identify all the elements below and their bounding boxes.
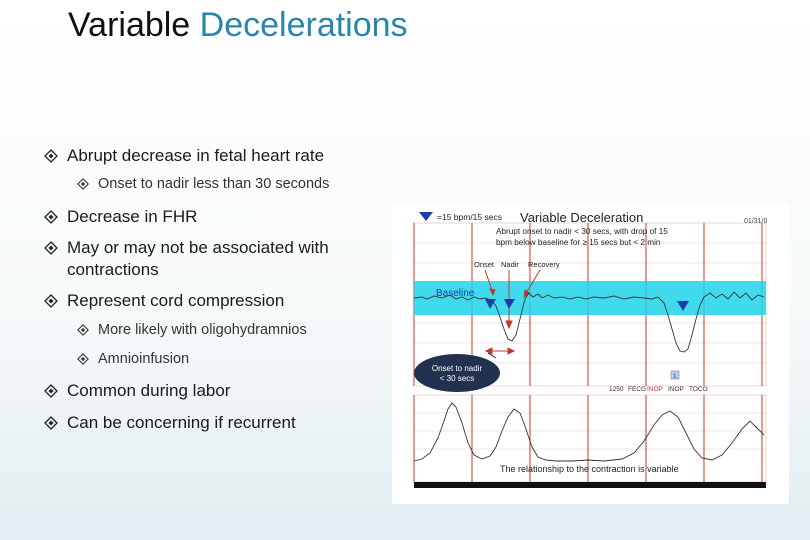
callout-line-2: < 30 secs [440, 374, 474, 383]
bullet-text: Onset to nadir less than 30 seconds [98, 176, 330, 192]
diamond-bullet-icon [44, 241, 58, 255]
label-arrows [484, 269, 541, 330]
strip-bottom-bar [414, 482, 766, 488]
title-part-2: Decelerations [199, 6, 408, 44]
marker-box [670, 370, 680, 380]
bullet-item: Abrupt decrease in fetal heart rate [44, 146, 324, 166]
deceleration-marker-icon [504, 299, 515, 309]
contraction-trace [413, 402, 765, 462]
note-line-2: bpm below baseline for ≥ 15 secs but < 2… [496, 238, 661, 247]
strip-info-item: TOCO [689, 386, 708, 393]
marker-number: 1 [673, 373, 677, 380]
title-part-1: Variable [68, 6, 200, 44]
onset-to-nadir-span-arrow [484, 347, 516, 355]
diamond-bullet-icon [44, 416, 58, 430]
sub-bullet-item: Amnioinfusion [77, 351, 189, 367]
lower-grid [413, 394, 767, 483]
strip-svg: =15 bpm/15 secs Variable Deceleration 01… [413, 210, 767, 488]
slide-title: Variable Decelerations [68, 6, 408, 45]
bullet-item: Decrease in FHR [44, 207, 197, 227]
bullet-text: Decrease in FHR [67, 207, 198, 226]
nadir-label: Nadir [501, 260, 519, 269]
recovery-label: Recovery [528, 260, 560, 269]
diamond-bullet-icon [77, 324, 89, 336]
strip-info-item: FECG [628, 386, 646, 393]
sub-bullet-item: Onset to nadir less than 30 seconds [77, 176, 329, 192]
bullet-text: Abrupt decrease in fetal heart rate [67, 146, 325, 165]
figure-title: Variable Deceleration [520, 210, 643, 225]
onset-label: Onset [474, 260, 495, 269]
bullet-item: May or may not be associated with [44, 238, 329, 258]
figure-caption: The relationship to the contraction is v… [500, 464, 679, 474]
bullet-text: contractions [67, 260, 159, 279]
deceleration-marker-icon [485, 299, 496, 309]
baseline-label: Baseline [436, 288, 475, 299]
diamond-bullet-icon [44, 149, 58, 163]
bullet-item: Can be concerning if recurrent [44, 413, 296, 433]
scale-label: =15 bpm/15 secs [437, 212, 502, 222]
fhr-trace [413, 291, 765, 353]
onset-to-nadir-callout: Onset to nadir < 30 secs [414, 352, 500, 392]
diamond-bullet-icon [77, 353, 89, 365]
callout-line-1: Onset to nadir [432, 364, 483, 373]
diamond-bullet-icon [44, 210, 58, 224]
strip-info-item: 1250 [609, 386, 624, 393]
deceleration-marker-icon [677, 301, 689, 311]
strip-info-row: 1250 FECG INOP INOP TOCO [609, 386, 708, 393]
note-line-1: Abrupt onset to nadir < 30 secs, with dr… [496, 227, 668, 236]
strip-date: 01/31/0 [744, 218, 767, 225]
diamond-bullet-icon [77, 178, 89, 190]
bullet-item: Common during labor [44, 381, 230, 401]
bullet-text: Can be concerning if recurrent [67, 413, 296, 432]
bullet-text: Amnioinfusion [98, 351, 190, 367]
scale-marker-icon [419, 212, 433, 221]
diamond-bullet-icon [44, 294, 58, 308]
bullet-text: Represent cord compression [67, 291, 285, 310]
bullet-item: Represent cord compression [44, 291, 284, 311]
bullet-text: More likely with oligohydramnios [98, 322, 307, 338]
bullet-text: May or may not be associated with [67, 238, 329, 257]
bullet-continuation: contractions [67, 260, 159, 280]
diamond-bullet-icon [44, 384, 58, 398]
strip-info-item: INOP [668, 386, 684, 393]
strip-info-item: INOP [647, 386, 663, 393]
fetal-heart-rate-strip-figure: =15 bpm/15 secs Variable Deceleration 01… [392, 203, 789, 504]
bullet-text: Common during labor [67, 381, 231, 400]
sub-bullet-item: More likely with oligohydramnios [77, 322, 307, 338]
